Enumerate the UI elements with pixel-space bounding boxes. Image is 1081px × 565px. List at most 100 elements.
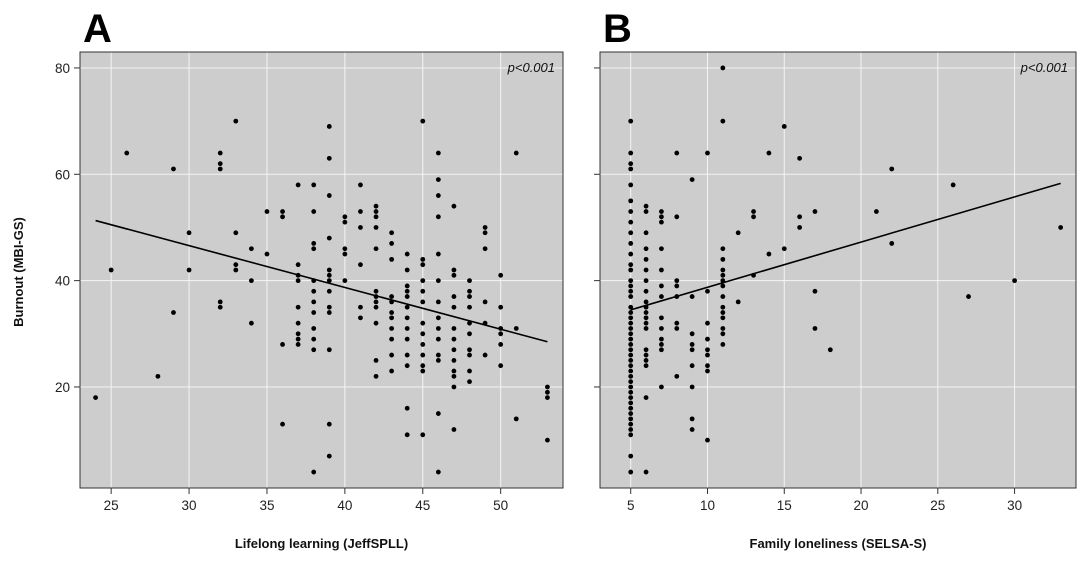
data-point xyxy=(108,267,114,273)
data-point xyxy=(674,214,680,220)
data-point xyxy=(643,203,649,209)
data-point xyxy=(628,267,634,273)
data-point xyxy=(643,299,649,305)
data-point xyxy=(171,310,176,315)
data-point xyxy=(659,209,664,214)
data-point xyxy=(467,294,472,299)
data-point xyxy=(781,246,787,252)
data-point xyxy=(889,166,895,172)
p-value-annotation: p<0.001 xyxy=(1020,60,1068,75)
data-point xyxy=(311,209,317,214)
data-point xyxy=(326,267,332,273)
data-point xyxy=(295,262,301,268)
data-point xyxy=(689,384,695,390)
data-point xyxy=(311,347,317,353)
data-point xyxy=(643,357,649,363)
data-point xyxy=(482,230,488,236)
data-point xyxy=(404,405,410,411)
data-point xyxy=(628,453,634,459)
data-point xyxy=(720,294,726,299)
data-point xyxy=(659,294,664,299)
data-point xyxy=(674,283,680,289)
data-point xyxy=(326,278,332,284)
data-point xyxy=(705,363,710,369)
data-point xyxy=(124,150,130,156)
data-point xyxy=(659,283,664,289)
data-point xyxy=(628,357,634,363)
data-point xyxy=(389,352,395,358)
data-point xyxy=(797,225,803,230)
data-point xyxy=(643,230,649,236)
data-point xyxy=(705,336,710,342)
data-point xyxy=(705,347,710,353)
plot-frame xyxy=(79,51,564,489)
x-tick-label: 45 xyxy=(415,498,430,513)
data-point xyxy=(451,384,457,390)
data-point xyxy=(389,336,395,342)
data-point xyxy=(326,421,332,427)
data-point xyxy=(689,363,695,369)
data-point xyxy=(659,384,664,390)
data-point xyxy=(643,209,649,214)
data-point xyxy=(498,272,504,278)
data-point xyxy=(735,230,741,236)
data-point xyxy=(373,357,379,363)
data-point xyxy=(186,267,192,273)
data-point xyxy=(389,310,395,315)
data-point xyxy=(233,262,239,268)
data-point xyxy=(482,299,488,305)
data-point xyxy=(451,272,457,278)
data-point xyxy=(435,251,441,257)
data-point xyxy=(155,373,161,379)
data-point xyxy=(389,230,395,236)
data-point xyxy=(280,342,285,347)
data-point xyxy=(513,416,519,422)
x-tick-label: 20 xyxy=(854,498,869,513)
data-point xyxy=(217,304,223,310)
data-point xyxy=(435,411,441,416)
y-tick-label: 60 xyxy=(55,167,70,182)
data-point xyxy=(248,278,254,284)
data-point xyxy=(467,352,472,358)
data-point xyxy=(812,209,818,214)
data-point xyxy=(389,294,395,299)
data-point xyxy=(404,288,410,294)
data-point xyxy=(358,209,363,214)
data-point xyxy=(643,246,649,252)
x-tick-label: 50 xyxy=(493,498,508,513)
data-point xyxy=(628,251,634,257)
data-point xyxy=(659,267,664,273)
data-point xyxy=(467,379,472,385)
data-point xyxy=(513,150,519,156)
data-point xyxy=(628,150,634,156)
data-point xyxy=(689,177,695,183)
data-point xyxy=(628,368,634,374)
data-point xyxy=(467,278,472,284)
data-point xyxy=(628,294,634,299)
x-tick-label: 35 xyxy=(259,498,274,513)
data-point xyxy=(720,118,726,124)
data-point xyxy=(674,150,680,156)
data-point xyxy=(233,118,239,124)
data-point xyxy=(233,230,239,236)
data-point xyxy=(420,320,426,326)
data-point xyxy=(420,118,426,124)
data-point xyxy=(628,304,634,310)
data-point xyxy=(628,283,634,289)
data-point xyxy=(435,214,441,220)
x-tick-label: 40 xyxy=(337,498,352,513)
data-point xyxy=(264,251,270,257)
data-point xyxy=(420,331,426,337)
data-point xyxy=(358,315,363,321)
data-point xyxy=(797,214,803,220)
data-point xyxy=(628,241,634,246)
data-point xyxy=(812,288,818,294)
data-point xyxy=(720,65,726,71)
data-point xyxy=(295,304,301,310)
data-point xyxy=(295,342,301,347)
data-point xyxy=(659,347,664,353)
data-point xyxy=(295,182,301,188)
data-point xyxy=(482,352,488,358)
data-point xyxy=(705,368,710,374)
data-point xyxy=(628,336,634,342)
